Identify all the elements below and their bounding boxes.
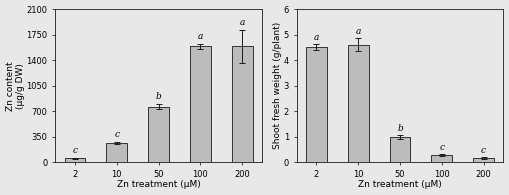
Bar <box>389 137 410 162</box>
Text: a: a <box>239 18 245 27</box>
X-axis label: Zn treatment (μM): Zn treatment (μM) <box>117 180 201 190</box>
Text: b: b <box>156 92 161 101</box>
Y-axis label: Zn content
(μg/g DW): Zn content (μg/g DW) <box>6 61 25 111</box>
Bar <box>65 158 86 162</box>
Bar <box>106 143 127 162</box>
Text: c: c <box>72 146 77 155</box>
Text: c: c <box>114 130 119 139</box>
Bar <box>232 46 252 162</box>
Bar <box>348 45 369 162</box>
Text: c: c <box>481 146 486 155</box>
Bar <box>306 47 327 162</box>
Text: b: b <box>397 124 403 133</box>
Text: a: a <box>197 32 203 41</box>
Bar <box>431 155 452 162</box>
Text: c: c <box>439 143 444 152</box>
Y-axis label: Shoot fresh weight (g/plant): Shoot fresh weight (g/plant) <box>273 22 282 149</box>
Bar <box>190 46 211 162</box>
Text: a: a <box>314 33 319 42</box>
Bar <box>473 158 494 162</box>
Text: a: a <box>355 27 361 36</box>
X-axis label: Zn treatment (μM): Zn treatment (μM) <box>358 180 442 190</box>
Bar <box>148 107 169 162</box>
